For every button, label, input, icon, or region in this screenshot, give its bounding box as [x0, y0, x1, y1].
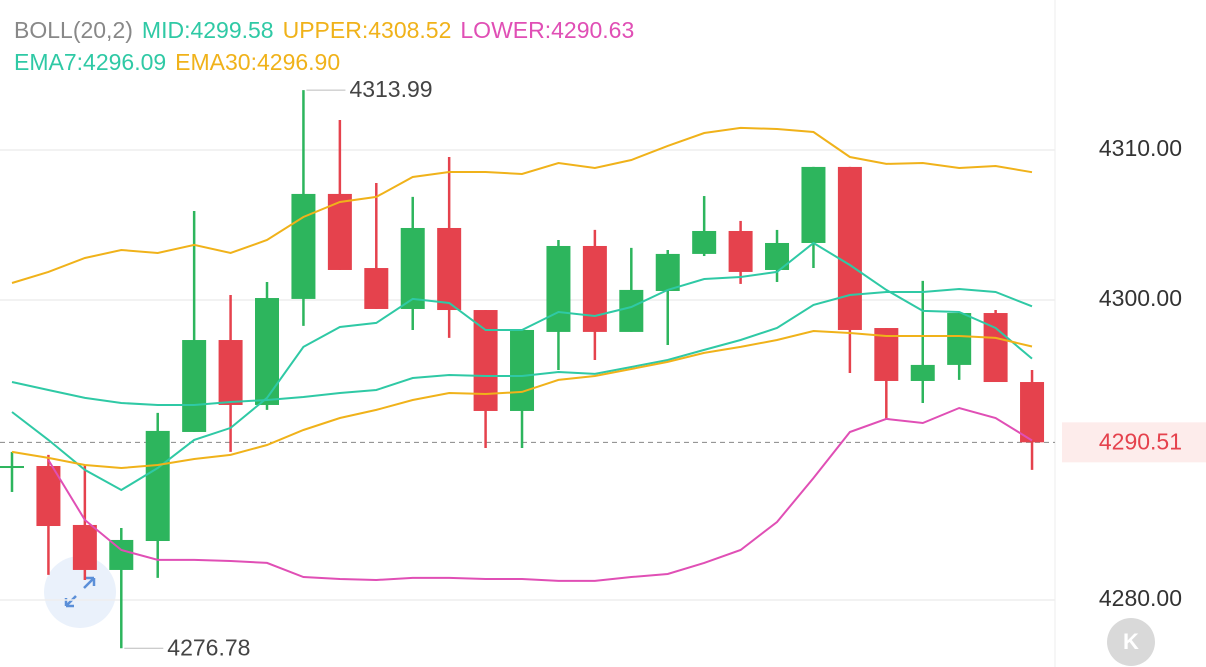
expand-button[interactable] [44, 556, 116, 628]
candle-body [947, 313, 972, 365]
candle-body [801, 166, 826, 243]
indicator-line [47, 406, 1033, 582]
candle-body [655, 253, 680, 291]
last-price-label: 4290.51 [1099, 428, 1182, 454]
candle-body [1020, 382, 1045, 443]
candle-body [582, 245, 607, 332]
indicator-line [11, 329, 1033, 470]
k-button-label: K [1123, 629, 1139, 654]
y-tick-label: 4280.00 [1099, 585, 1182, 611]
legend-entry: BOLL(20,2) [14, 17, 133, 43]
candle-body [255, 298, 280, 405]
expand-icon [64, 576, 96, 608]
candle-body [291, 193, 316, 299]
legend-entry: EMA7:4296.09 [14, 49, 166, 75]
candle-body [109, 539, 134, 570]
low-annotation: 4276.78 [167, 634, 250, 660]
candle-body [728, 230, 753, 272]
candle-body [327, 193, 352, 270]
candle-body [218, 340, 243, 405]
candle-body [145, 430, 170, 542]
candle-body [910, 364, 935, 381]
candle-body [0, 466, 24, 469]
indicator-line [11, 241, 1033, 492]
high-annotation: 4313.99 [349, 76, 432, 102]
legend-entry: UPPER:4308.52 [283, 17, 452, 43]
candle-body [400, 227, 425, 309]
candle-body [837, 166, 862, 330]
candle-body [546, 245, 571, 332]
y-tick-label: 4310.00 [1099, 135, 1182, 161]
candle-body [36, 466, 61, 527]
candle-body [364, 268, 389, 309]
indicator-line [11, 126, 1033, 284]
candle-body [72, 524, 97, 570]
candle-body [510, 329, 535, 411]
indicator-line [11, 287, 1033, 406]
candle-body [619, 289, 644, 332]
legend-entry: LOWER:4290.63 [460, 17, 634, 43]
legend-row: BOLL(20,2) MID:4299.58 UPPER:4308.52 LOWER:… [14, 17, 634, 43]
k-button[interactable] [1107, 618, 1155, 666]
last-price-box [1062, 422, 1206, 463]
candle-body [692, 230, 717, 254]
candle-body [437, 227, 462, 311]
legend-row: EMA7:4296.09 EMA30:4296.90 [14, 49, 340, 75]
y-tick-label: 4300.00 [1099, 285, 1182, 311]
legend-entry: EMA30:4296.90 [175, 49, 340, 75]
candle-body [182, 340, 207, 432]
candle-body [473, 310, 498, 411]
legend-entry: MID:4299.58 [142, 17, 274, 43]
